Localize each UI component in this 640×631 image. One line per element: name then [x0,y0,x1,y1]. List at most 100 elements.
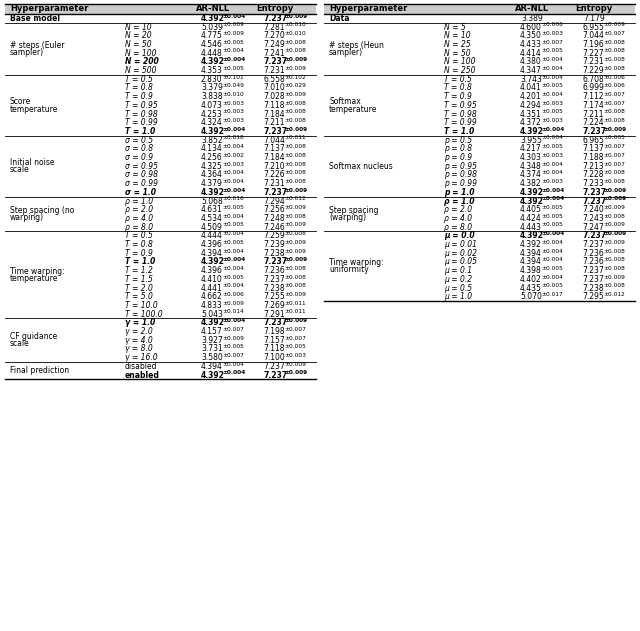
Text: 4.294: 4.294 [520,101,541,110]
Text: 4.372: 4.372 [520,118,541,127]
Text: ±0.009: ±0.009 [285,66,307,71]
Text: 7.229: 7.229 [582,66,604,75]
Text: ρ = 8.0: ρ = 8.0 [444,223,472,232]
Text: 3.852: 3.852 [201,136,223,144]
Text: 7.238: 7.238 [263,283,285,293]
Text: N = 5: N = 5 [444,23,465,32]
Text: ±0.003: ±0.003 [223,109,244,114]
Text: ±0.008: ±0.008 [285,49,307,54]
Text: p = 0.5: p = 0.5 [444,136,472,144]
Text: 4.134: 4.134 [201,144,223,153]
Text: Hyperparameter: Hyperparameter [329,4,408,13]
Text: ±0.029: ±0.029 [285,83,307,88]
Text: T = 1.0: T = 1.0 [444,127,474,136]
Text: ±0.016: ±0.016 [223,196,244,201]
Text: 4.402: 4.402 [520,275,541,284]
Text: 4.441: 4.441 [201,283,223,293]
Text: ±0.017: ±0.017 [541,292,563,297]
Text: ±0.102: ±0.102 [285,74,307,80]
Text: μ = 1.0: μ = 1.0 [444,292,472,301]
Text: ±0.009: ±0.009 [285,223,307,227]
Text: ±0.004: ±0.004 [541,57,563,62]
Text: T = 0.9: T = 0.9 [125,249,152,257]
Text: ±0.007: ±0.007 [285,336,307,341]
Text: temperature: temperature [10,274,58,283]
Text: 4.396: 4.396 [201,266,223,275]
Text: ±0.004: ±0.004 [223,283,244,288]
Text: 7.210: 7.210 [263,162,285,171]
Text: ±0.004: ±0.004 [541,240,563,245]
Text: 4.405: 4.405 [520,205,542,215]
Text: 4.217: 4.217 [520,144,541,153]
Text: ρ = 8.0: ρ = 8.0 [125,223,153,232]
Text: 4.392: 4.392 [520,232,544,240]
Text: μ = 0.5: μ = 0.5 [444,283,472,293]
Text: 7.238: 7.238 [263,249,285,257]
Text: 7.249: 7.249 [263,40,285,49]
Text: ±0.004: ±0.004 [541,127,564,132]
Text: ±0.003: ±0.003 [541,101,563,105]
Text: 4.379: 4.379 [201,179,223,188]
Text: σ = 0.95: σ = 0.95 [125,162,157,171]
Text: ±0.009: ±0.009 [285,249,307,254]
Text: ±0.003: ±0.003 [223,162,244,167]
Text: T = 0.8: T = 0.8 [125,240,152,249]
Text: ±0.011: ±0.011 [285,301,307,306]
Text: σ = 0.8: σ = 0.8 [125,144,153,153]
Text: ±0.004: ±0.004 [223,318,246,323]
Text: 7.231: 7.231 [263,66,285,75]
Text: ±0.010: ±0.010 [223,92,244,97]
Text: 4.392: 4.392 [520,240,541,249]
Text: ±0.008: ±0.008 [285,101,307,105]
Text: 3.580: 3.580 [201,353,223,362]
Text: 7.174: 7.174 [582,101,604,110]
Text: ±0.007: ±0.007 [541,40,563,45]
Text: 7.237: 7.237 [263,370,287,380]
Text: Time warping:: Time warping: [10,267,65,276]
Text: ±0.003: ±0.003 [541,118,563,123]
Text: 7.184: 7.184 [263,153,285,162]
Text: ±0.008: ±0.008 [604,283,625,288]
Text: ±0.003: ±0.003 [541,153,563,158]
Text: ±0.011: ±0.011 [285,309,307,314]
Text: ±0.004: ±0.004 [541,231,564,236]
Text: 7.237: 7.237 [582,188,606,197]
Text: 7.112: 7.112 [582,92,604,101]
Text: ±0.009: ±0.009 [604,187,627,192]
Text: 7.237: 7.237 [263,257,287,266]
Text: ρ = 2.0: ρ = 2.0 [444,205,472,215]
Text: ±0.009: ±0.009 [285,187,308,192]
Text: Softmax nucleus: Softmax nucleus [329,162,393,171]
Text: 7.259: 7.259 [263,232,285,240]
Text: T = 10.0: T = 10.0 [125,301,157,310]
Text: 7.291: 7.291 [263,310,285,319]
Text: N = 25: N = 25 [444,40,470,49]
Text: 7.236: 7.236 [582,249,604,257]
Text: 6.558: 6.558 [263,74,285,84]
Text: T = 0.8: T = 0.8 [444,83,472,93]
Text: 7.100: 7.100 [263,353,285,362]
Text: ±0.003: ±0.003 [541,31,563,36]
Text: 4.396: 4.396 [201,240,223,249]
Text: ±0.007: ±0.007 [223,353,244,358]
Text: CF guidance: CF guidance [10,332,57,341]
Text: temperature: temperature [10,105,58,114]
Text: ±0.008: ±0.008 [285,274,307,280]
Text: N = 50: N = 50 [125,40,152,49]
Text: ±0.009: ±0.009 [285,362,307,367]
Text: ±0.101: ±0.101 [223,74,244,80]
Text: ±0.004: ±0.004 [541,136,563,141]
Text: ±0.004: ±0.004 [223,231,244,236]
Text: Softmax: Softmax [329,97,361,106]
Text: 7.213: 7.213 [582,162,604,171]
Text: σ = 0.99: σ = 0.99 [125,179,157,188]
Text: 4.303: 4.303 [520,153,542,162]
Text: 3.838: 3.838 [201,92,223,101]
Text: ±0.004: ±0.004 [223,14,246,19]
Text: 7.188: 7.188 [582,153,604,162]
Text: ±0.011: ±0.011 [285,136,307,141]
Text: Entropy: Entropy [257,4,294,13]
Text: 7.184: 7.184 [263,110,285,119]
Text: 7.226: 7.226 [263,170,285,179]
Text: T = 0.5: T = 0.5 [444,74,472,84]
